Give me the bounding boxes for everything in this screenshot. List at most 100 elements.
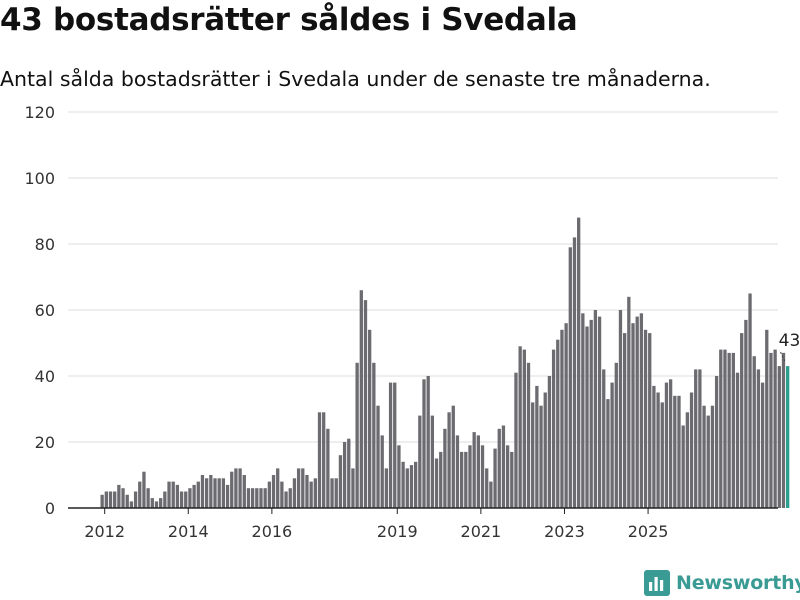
- bar: [656, 392, 660, 508]
- bar: [221, 478, 226, 508]
- bar: [242, 475, 246, 508]
- bar: [543, 392, 547, 508]
- y-tick-label: 40: [35, 367, 55, 386]
- bar: [447, 412, 451, 508]
- bar: [464, 451, 468, 508]
- bar: [301, 468, 305, 508]
- bar: [276, 468, 280, 508]
- bar: [250, 488, 255, 508]
- bar: [200, 475, 205, 508]
- bar: [564, 323, 568, 508]
- bar: [664, 382, 669, 508]
- bar: [756, 369, 761, 508]
- bar: [205, 478, 209, 508]
- bar: [723, 349, 727, 508]
- bar: [493, 448, 497, 508]
- bar: [698, 369, 702, 508]
- bar: [305, 475, 309, 508]
- bar: [121, 488, 125, 508]
- bar: [267, 481, 271, 508]
- bar: [238, 468, 242, 508]
- bar: [296, 468, 301, 508]
- x-tick-label: 2014: [168, 522, 209, 541]
- bar: [769, 352, 773, 508]
- bar: [740, 333, 744, 508]
- bar: [359, 290, 363, 508]
- bar: [422, 379, 426, 508]
- bar: [694, 369, 698, 508]
- bar: [255, 488, 259, 508]
- bar: [133, 491, 138, 508]
- bar: [271, 475, 276, 508]
- x-tick-label: 2025: [628, 522, 669, 541]
- y-tick-label: 20: [35, 433, 55, 452]
- bar: [322, 412, 326, 508]
- bar: [706, 415, 710, 508]
- bar: [631, 323, 635, 508]
- bar: [581, 313, 585, 508]
- bar: [539, 405, 543, 508]
- bar: [188, 488, 192, 508]
- bar: [217, 478, 221, 508]
- bar: [225, 484, 230, 508]
- bar: [485, 468, 489, 508]
- bar: [623, 333, 627, 508]
- bar: [668, 379, 673, 508]
- bar: [418, 415, 422, 508]
- bar: [167, 481, 171, 508]
- bar: [108, 491, 113, 508]
- bar: [434, 458, 439, 508]
- bar: [397, 445, 401, 508]
- bar: [125, 494, 129, 508]
- bar: [384, 468, 389, 508]
- bar: [597, 316, 602, 508]
- bar: [342, 442, 347, 508]
- bar: [518, 346, 522, 508]
- bar: [338, 455, 343, 508]
- bar: [317, 412, 322, 508]
- bar: [639, 313, 644, 508]
- bar: [752, 356, 756, 508]
- bar: [313, 478, 317, 508]
- x-tick-label: 2021: [461, 522, 502, 541]
- bar: [129, 501, 134, 508]
- bar: [614, 362, 618, 508]
- bar: [100, 494, 104, 508]
- bar: [702, 405, 706, 508]
- bar: [777, 366, 781, 508]
- bar: [689, 392, 694, 508]
- bar: [351, 468, 355, 508]
- bar: [426, 376, 430, 508]
- bar: [138, 481, 142, 508]
- bar: [522, 349, 526, 508]
- bar: [230, 471, 234, 508]
- chart-title: 43 bostadsrätter såldes i Svedala: [0, 2, 578, 38]
- bar: [531, 402, 535, 508]
- bar: [209, 475, 213, 508]
- bar: [175, 484, 180, 508]
- bar: [602, 369, 606, 508]
- bar: [288, 488, 292, 508]
- bar: [535, 385, 539, 508]
- bar: [501, 425, 506, 508]
- bar: [213, 478, 217, 508]
- bar: [104, 491, 108, 508]
- bar: [560, 329, 564, 508]
- bar: [781, 352, 786, 508]
- bar: [259, 488, 263, 508]
- bar: [414, 461, 418, 508]
- bar: [719, 349, 723, 508]
- bar: [455, 435, 460, 508]
- bar: [388, 382, 393, 508]
- bar: [280, 481, 284, 508]
- bar: [355, 362, 359, 508]
- bar: [652, 385, 656, 508]
- bar: [731, 352, 735, 508]
- bar: [505, 445, 510, 508]
- bar: [171, 481, 175, 508]
- bar: [735, 372, 740, 508]
- x-tick-label: 2019: [377, 522, 418, 541]
- bar: [405, 468, 409, 508]
- bar: [430, 415, 435, 508]
